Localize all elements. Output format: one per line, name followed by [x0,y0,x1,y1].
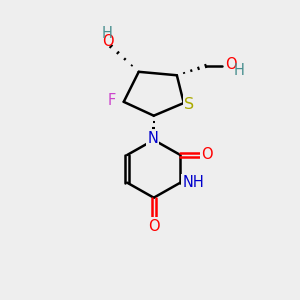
Text: O: O [225,57,236,72]
Text: NH: NH [182,175,204,190]
Text: S: S [184,97,195,112]
Text: O: O [202,148,213,163]
Text: O: O [148,219,160,234]
Text: N: N [147,131,158,146]
Text: O: O [102,34,113,49]
Text: F: F [108,93,116,108]
Text: H: H [234,63,245,78]
Text: H: H [102,26,113,41]
